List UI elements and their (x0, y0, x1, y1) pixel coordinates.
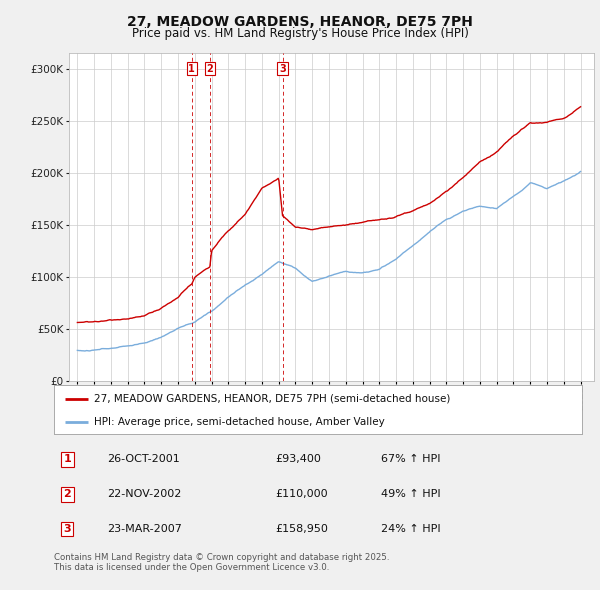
Text: 3: 3 (279, 64, 286, 74)
Text: 22-NOV-2002: 22-NOV-2002 (107, 489, 181, 499)
Text: 2: 2 (64, 489, 71, 499)
Text: £93,400: £93,400 (276, 454, 322, 464)
Text: HPI: Average price, semi-detached house, Amber Valley: HPI: Average price, semi-detached house,… (94, 417, 385, 427)
Text: 24% ↑ HPI: 24% ↑ HPI (382, 524, 441, 534)
Text: 27, MEADOW GARDENS, HEANOR, DE75 7PH (semi-detached house): 27, MEADOW GARDENS, HEANOR, DE75 7PH (se… (94, 394, 450, 404)
Text: Price paid vs. HM Land Registry's House Price Index (HPI): Price paid vs. HM Land Registry's House … (131, 27, 469, 40)
Text: £158,950: £158,950 (276, 524, 329, 534)
Text: 3: 3 (64, 524, 71, 534)
Text: 1: 1 (64, 454, 71, 464)
Text: 2: 2 (206, 64, 213, 74)
Text: 49% ↑ HPI: 49% ↑ HPI (382, 489, 441, 499)
Text: 26-OCT-2001: 26-OCT-2001 (107, 454, 179, 464)
Text: 27, MEADOW GARDENS, HEANOR, DE75 7PH: 27, MEADOW GARDENS, HEANOR, DE75 7PH (127, 15, 473, 29)
Text: £110,000: £110,000 (276, 489, 328, 499)
Text: 67% ↑ HPI: 67% ↑ HPI (382, 454, 441, 464)
Text: 23-MAR-2007: 23-MAR-2007 (107, 524, 182, 534)
Text: Contains HM Land Registry data © Crown copyright and database right 2025.
This d: Contains HM Land Registry data © Crown c… (54, 553, 389, 572)
Text: 1: 1 (188, 64, 195, 74)
